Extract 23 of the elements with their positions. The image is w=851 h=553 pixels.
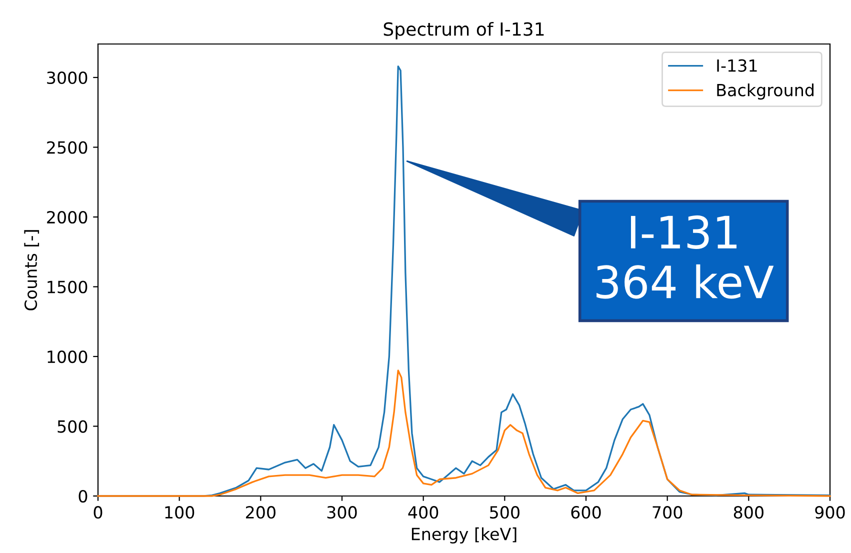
annotation: I-131 364 keV bbox=[596, 215, 774, 299]
chart-title: Spectrum of I-131 bbox=[384, 22, 544, 40]
x-tick-label: 100 bbox=[165, 506, 194, 519]
y-axis-title: Counts [-] bbox=[24, 230, 40, 310]
x-tick-label: 200 bbox=[246, 506, 276, 519]
y-tick-label: 2500 bbox=[47, 141, 88, 154]
y-tick-label: 1000 bbox=[48, 350, 88, 364]
x-tick-label: 600 bbox=[571, 506, 601, 519]
y-tick-label: 0 bbox=[78, 490, 88, 503]
x-tick-label: 700 bbox=[652, 506, 682, 519]
x-tick-label: 300 bbox=[327, 506, 357, 519]
y-tick-label: 2000 bbox=[47, 210, 88, 224]
x-tick-label: 400 bbox=[408, 506, 438, 519]
x-axis-title: Energy [keV] bbox=[412, 527, 516, 544]
y-tick-label: 500 bbox=[58, 420, 88, 433]
x-tick-label: 0 bbox=[94, 506, 102, 519]
legend-label: Background bbox=[717, 83, 814, 100]
x-tick-label: 800 bbox=[734, 506, 764, 519]
x-tick-label: 900 bbox=[815, 506, 845, 519]
x-tick-label: 500 bbox=[490, 506, 520, 519]
y-tick-label: 3000 bbox=[47, 71, 88, 84]
y-tick-label: 1500 bbox=[48, 280, 88, 294]
legend-label: I-131 bbox=[717, 59, 757, 72]
